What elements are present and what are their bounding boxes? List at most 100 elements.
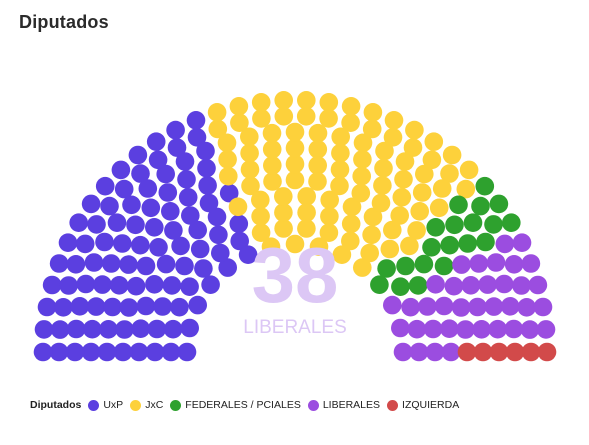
legend-item-jxc: JxC — [130, 399, 163, 411]
seat-uxp — [111, 160, 131, 180]
seat-jxc — [440, 164, 459, 183]
seat-liberales — [409, 342, 429, 362]
seat-liberales — [451, 298, 471, 317]
seat-uxp — [186, 111, 206, 130]
seat-federales-pciales — [489, 194, 509, 214]
parliament-chart: 38 LIBERALES — [33, 91, 557, 362]
seat-jxc — [262, 140, 282, 159]
seat-uxp — [75, 234, 95, 254]
seat-uxp — [180, 277, 199, 297]
seat-liberales — [528, 275, 548, 295]
seat-uxp — [198, 176, 217, 195]
legend-label-izquierda: IZQUIERDA — [402, 399, 460, 411]
seat-uxp — [156, 164, 175, 184]
seat-uxp — [153, 297, 172, 316]
seat-uxp — [126, 276, 146, 296]
seat-uxp — [230, 231, 249, 251]
seat-uxp — [113, 342, 133, 362]
seat-liberales — [512, 233, 532, 252]
seat-federales-pciales — [391, 277, 410, 297]
seat-uxp — [141, 198, 161, 218]
seat-uxp — [49, 254, 69, 273]
seat-federales-pciales — [440, 235, 460, 255]
seat-uxp — [145, 218, 164, 237]
seat-jxc — [285, 122, 305, 142]
seat-uxp — [131, 319, 150, 339]
legend-swatch-federales — [170, 399, 182, 411]
seat-jxc — [383, 128, 403, 147]
seat-jxc — [274, 187, 293, 206]
seat-liberales — [500, 297, 520, 316]
seat-uxp — [145, 275, 164, 294]
seat-uxp — [33, 342, 53, 362]
seat-uxp — [119, 255, 138, 274]
seat-liberales — [504, 254, 524, 274]
seat-liberales — [517, 298, 536, 317]
seat-jxc — [412, 183, 432, 202]
legend-item-izquierda: IZQUIERDA — [387, 399, 459, 411]
seat-uxp — [156, 254, 176, 274]
seat-jxc — [442, 145, 462, 165]
seat-liberales — [494, 274, 514, 294]
seat-uxp — [69, 213, 88, 232]
legend-item-federales: FEDERALES / PCIALES — [170, 399, 301, 411]
seat-uxp — [54, 298, 73, 317]
seat-uxp — [81, 194, 101, 214]
seat-uxp — [50, 320, 70, 339]
seat-jxc — [371, 193, 391, 213]
seat-jxc — [332, 245, 352, 264]
seat-uxp — [126, 215, 145, 235]
seat-liberales — [486, 253, 506, 272]
seat-liberales — [472, 320, 491, 339]
seat-jxc — [394, 170, 413, 189]
seat-jxc — [374, 158, 393, 178]
seat-jxc — [208, 119, 228, 139]
seat-uxp — [147, 319, 167, 339]
seat-federales-pciales — [476, 232, 495, 252]
legend-swatch-liberales — [307, 399, 319, 411]
seat-jxc — [285, 138, 305, 158]
seat-liberales — [495, 234, 515, 254]
seat-jxc — [410, 202, 430, 221]
seat-jxc — [274, 203, 293, 222]
seat-jxc — [218, 150, 237, 169]
seat-jxc — [263, 156, 282, 175]
seat-uxp — [66, 254, 86, 274]
legend-swatch-uxp — [88, 399, 100, 411]
seat-federales-pciales — [471, 196, 490, 216]
seat-uxp — [197, 158, 216, 178]
seat-jxc — [392, 188, 412, 207]
seat-jxc — [353, 133, 373, 153]
seat-jxc — [309, 237, 329, 256]
seat-jxc — [319, 93, 339, 112]
seat-izquierda — [489, 342, 509, 362]
seat-uxp — [59, 276, 78, 295]
seat-jxc — [297, 203, 316, 222]
seat-uxp — [161, 202, 180, 221]
seat-izquierda — [505, 342, 525, 362]
seat-jxc — [341, 113, 360, 132]
seat-jxc — [429, 198, 449, 218]
seat-jxc — [363, 207, 383, 227]
seat-jxc — [380, 239, 400, 259]
seat-jxc — [250, 190, 270, 210]
seat-jxc — [308, 156, 328, 175]
seat-uxp — [84, 253, 104, 272]
seat-jxc — [363, 103, 383, 122]
seat-liberales — [533, 297, 553, 317]
legend-title: Diputados — [30, 399, 82, 411]
seat-uxp — [129, 342, 149, 362]
seat-uxp — [190, 239, 210, 259]
seat-jxc — [360, 243, 380, 263]
seat-uxp — [209, 225, 228, 245]
seat-jxc — [403, 138, 423, 157]
seat-uxp — [161, 342, 181, 362]
seat-uxp — [145, 342, 165, 362]
seat-uxp — [238, 245, 258, 264]
seat-jxc — [341, 214, 361, 234]
seat-jxc — [230, 113, 249, 132]
seat-liberales — [478, 275, 497, 294]
seat-liberales — [401, 297, 420, 317]
seat-jxc — [285, 154, 305, 174]
seat-uxp — [95, 232, 114, 252]
